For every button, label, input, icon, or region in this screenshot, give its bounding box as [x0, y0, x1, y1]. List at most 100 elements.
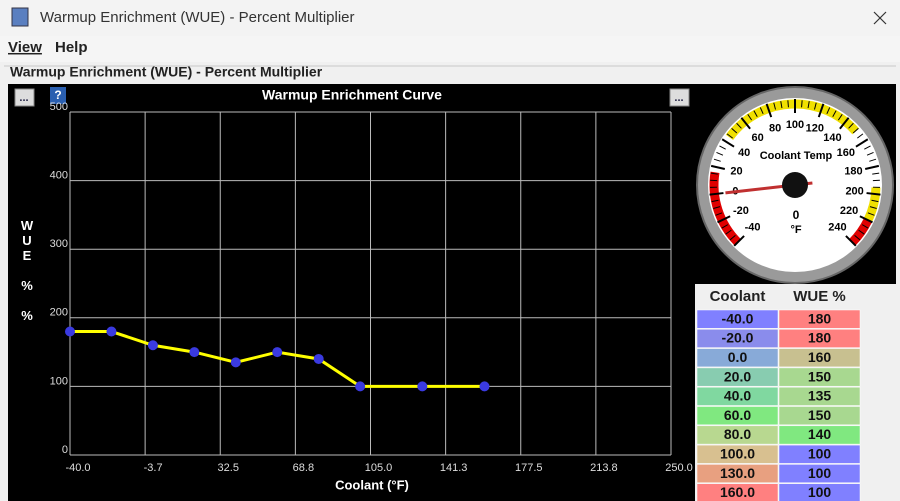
button-dots[interactable]: ...: [674, 92, 683, 104]
title-bar: [0, 0, 900, 36]
table-cell: [778, 425, 861, 445]
y-tick-label: 0: [62, 444, 68, 456]
gauge-tick-label: 120: [806, 122, 824, 134]
gauge-minor-tick: [736, 122, 742, 129]
gauge-minor-tick: [866, 152, 874, 156]
gauge-tick: [733, 235, 745, 247]
gauge-tick: [717, 215, 731, 224]
gauge-tick-label: 180: [844, 166, 862, 178]
data-point: [230, 357, 241, 368]
gauge-tick-label: 80: [769, 122, 781, 134]
gauge-tick: [845, 235, 857, 247]
gauge-band: [725, 99, 860, 141]
x-tick-label: 32.5: [218, 462, 239, 474]
y-axis-label: WUE % %: [20, 218, 35, 323]
table-cell-text: 150: [808, 407, 832, 423]
gauge-tick-label: -20: [733, 205, 749, 217]
gauge-minor-tick: [848, 122, 854, 129]
close-button[interactable]: [873, 11, 887, 25]
table-cell-text: -20.0: [722, 330, 754, 346]
gauge-hub: [782, 172, 808, 198]
button-dots[interactable]: ...: [19, 92, 28, 104]
gauge-minor-tick: [725, 229, 732, 235]
gauge-minor-tick: [861, 224, 869, 229]
table-cell: [696, 367, 779, 387]
table-cell: [778, 386, 861, 406]
table-cell: [696, 406, 779, 426]
gauge-tick-label: 60: [751, 132, 763, 144]
gauge-tick: [765, 103, 773, 118]
x-tick-label: 250.0: [665, 462, 693, 474]
table-cell: [696, 386, 779, 406]
table-cell-text: 60.0: [724, 407, 751, 423]
x-tick-label: -40.0: [65, 462, 90, 474]
gauge-tick-label: 100: [786, 119, 804, 131]
menu-help[interactable]: Help: [55, 39, 88, 56]
button-frame[interactable]: [50, 87, 66, 104]
table-cell-text: 40.0: [724, 388, 751, 404]
button-q[interactable]: ?: [54, 88, 61, 102]
table-cell-text: 130.0: [720, 465, 755, 481]
gauge-minor-tick: [869, 158, 877, 162]
options-button[interactable]: ...: [669, 88, 690, 107]
gauge-minor-tick: [753, 110, 758, 117]
x-tick-label: 213.8: [590, 462, 618, 474]
table-cell: [696, 444, 779, 464]
gauge-title: Coolant Temp: [760, 150, 833, 162]
gauge-minor-tick: [869, 206, 877, 210]
button-frame[interactable]: [669, 88, 690, 107]
table-cell: [696, 425, 779, 445]
y-tick-label: 300: [50, 238, 68, 250]
table-cell: [778, 348, 861, 368]
close-x[interactable]: [873, 11, 887, 25]
menu-bar: [0, 36, 900, 62]
gauge-unit: °F: [790, 224, 801, 236]
gauge-minor-tick: [858, 229, 865, 235]
table-cell-text: 160.0: [720, 484, 755, 500]
gauge-tick-label: -40: [745, 221, 761, 233]
table-cell: [778, 367, 861, 387]
x-tick-label: -3.7: [144, 462, 163, 474]
table-header: Coolant: [710, 288, 766, 305]
x-tick-label: 105.0: [365, 462, 393, 474]
menu-view[interactable]: View: [8, 39, 42, 56]
gauge-tick-label: 40: [738, 147, 750, 159]
table-cell: [696, 483, 779, 501]
table-cell-text: 140: [808, 426, 832, 442]
help-button[interactable]: ?: [50, 87, 66, 104]
gauge-minor-tick: [731, 127, 738, 134]
gauge-tick-label: 160: [837, 147, 855, 159]
gauge-tick: [721, 138, 735, 148]
gauge-minor-tick: [867, 212, 875, 216]
gauge-minor-tick: [871, 199, 879, 203]
data-point: [65, 326, 75, 337]
gauge-minor-tick: [713, 158, 721, 162]
gauge-tick-label: 20: [730, 166, 742, 178]
options-button[interactable]: ...: [14, 88, 35, 107]
table-cell-text: 100: [808, 484, 832, 500]
y-tick-label: 500: [50, 101, 68, 113]
gauge-readout: 0: [793, 208, 800, 222]
gauge-minor-tick: [872, 172, 880, 175]
gauge-tick: [740, 117, 751, 130]
gauge-tick: [855, 138, 869, 148]
gauge-tick: [709, 192, 724, 196]
chart-title: Warmup Enrichment Curve: [262, 87, 442, 103]
y-tick-label: 100: [50, 375, 68, 387]
gauge-minor-tick: [721, 224, 729, 229]
gauge-minor-tick: [813, 102, 817, 110]
table-cell-text: 180: [808, 310, 832, 326]
table-cell: [778, 464, 861, 483]
gauge-tick: [859, 215, 873, 224]
gauge-tick-label: 140: [823, 132, 841, 144]
gauge-minor-tick: [729, 234, 736, 241]
gauge-minor-tick: [832, 110, 837, 117]
table-cell: [696, 464, 779, 483]
table-header: WUE %: [793, 288, 846, 305]
gauge-tick: [864, 164, 880, 170]
table-cell-text: 0.0: [728, 349, 748, 365]
gauge-minor-tick: [759, 107, 764, 115]
button-frame[interactable]: [14, 88, 35, 107]
